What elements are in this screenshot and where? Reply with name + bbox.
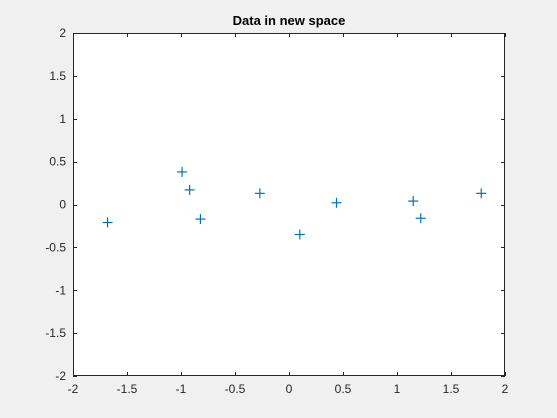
x-tick-label: -2 [68, 382, 79, 396]
axes-area[interactable] [73, 33, 505, 376]
data-point [331, 197, 342, 208]
x-tick-label: -1 [176, 382, 187, 396]
y-tick-label: -0.5 [45, 240, 66, 254]
y-tick-label: 0.5 [49, 155, 66, 169]
data-point [476, 188, 487, 199]
x-tick-label: 2 [502, 382, 509, 396]
data-point [294, 229, 305, 240]
data-point [184, 184, 195, 195]
data-point [254, 188, 265, 199]
data-points [102, 166, 487, 240]
chart-title: Data in new space [233, 13, 346, 28]
x-tick-label: 1 [394, 382, 401, 396]
x-tick-label: 0 [286, 382, 293, 396]
ticks-layer: -2 -1.5 -1 -0.5 0 0.5 1 1.5 2 -2 -1.5 -1 -0.5 0 0.5 1 1.… [45, 26, 508, 396]
data-point [177, 166, 188, 177]
data-point [408, 196, 419, 207]
data-point [195, 214, 206, 225]
data-point [415, 213, 426, 224]
y-tick-label: -1 [55, 283, 66, 297]
y-tick-label: -2 [55, 369, 66, 383]
x-tick-label: -1.5 [117, 382, 138, 396]
y-tick-label: -1.5 [45, 326, 66, 340]
y-tick-label: 0 [59, 198, 66, 212]
axes-frame [73, 33, 505, 376]
y-tick-label: 1.5 [49, 69, 66, 83]
x-tick-label: 0.5 [335, 382, 352, 396]
x-tick-label: -0.5 [225, 382, 246, 396]
x-tick-label: 1.5 [443, 382, 460, 396]
data-point [102, 217, 113, 228]
y-tick-label: 2 [59, 26, 66, 40]
y-tick-label: 1 [59, 112, 66, 126]
